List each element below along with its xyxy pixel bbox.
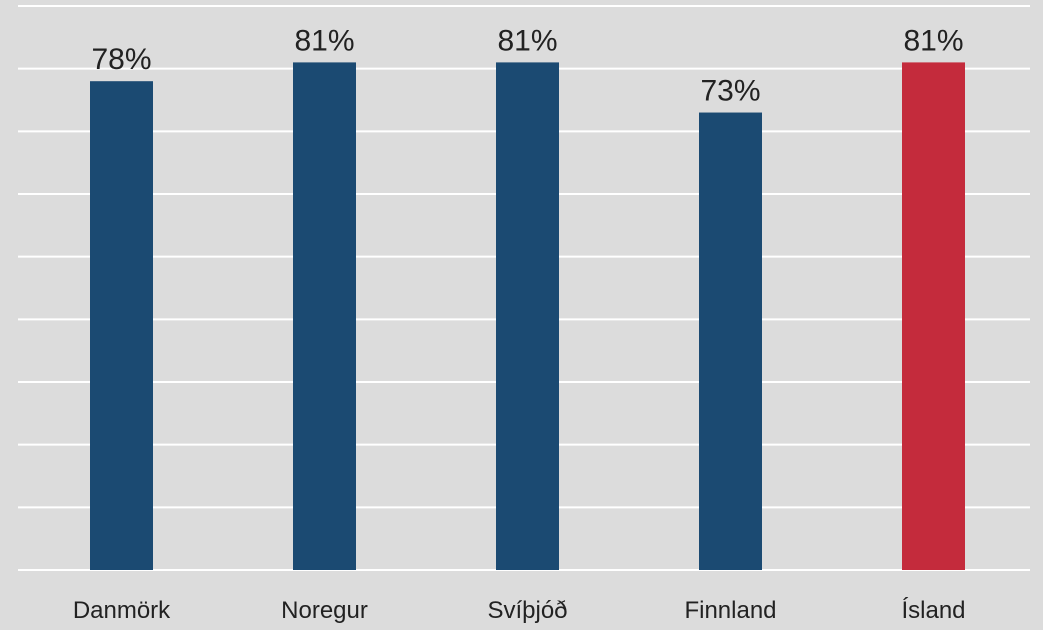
value-label: 73% (700, 75, 760, 108)
bar (90, 81, 153, 570)
bar (293, 62, 356, 571)
value-label: 81% (497, 24, 557, 57)
bar (496, 62, 559, 571)
x-tick-label: Ísland (901, 597, 965, 624)
x-tick-label: Svíþjóð (487, 597, 567, 624)
value-label: 78% (91, 43, 151, 76)
x-tick-label: Finnland (684, 597, 776, 624)
x-tick-label: Noregur (281, 597, 368, 624)
value-label: 81% (294, 24, 354, 57)
bar (699, 112, 762, 571)
bar (902, 62, 965, 571)
value-label: 81% (903, 24, 963, 57)
x-tick-label: Danmörk (73, 597, 171, 624)
